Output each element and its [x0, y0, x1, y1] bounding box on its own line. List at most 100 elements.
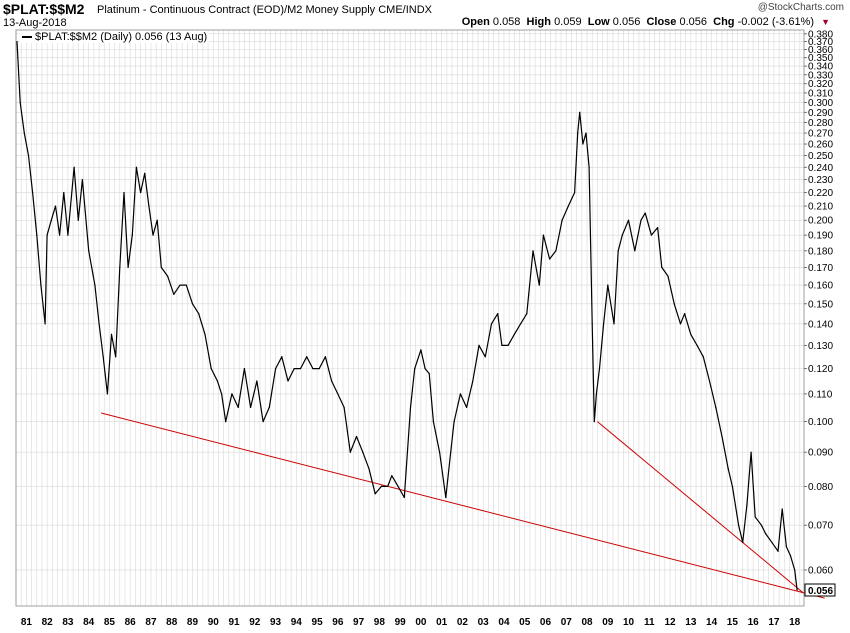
data-point: [102, 356, 104, 358]
chart-legend: $PLAT:$$M2 (Daily) 0.056 (13 Aug): [20, 31, 210, 43]
data-point: [362, 451, 364, 453]
data-point: [59, 234, 61, 236]
x-tick-label: 81: [21, 617, 33, 628]
x-tick-label: 91: [228, 617, 240, 628]
data-point: [198, 313, 200, 315]
brand-watermark: @StockCharts.com: [757, 2, 844, 13]
data-point: [526, 313, 528, 315]
chart-header: $PLAT:$$M2 Platinum - Continuous Contrac…: [0, 0, 850, 30]
data-point: [507, 344, 509, 346]
close-value: 0.056: [679, 16, 707, 28]
data-point: [281, 356, 283, 358]
data-point: [789, 555, 792, 557]
x-tick-label: 83: [62, 617, 74, 628]
data-point: [445, 496, 447, 499]
x-tick-label: 88: [166, 617, 178, 628]
data-point: [501, 344, 503, 346]
data-point: [796, 589, 798, 591]
y-tick-label: 0.290: [808, 108, 833, 119]
x-tick-label: 86: [125, 617, 137, 628]
data-point: [727, 468, 729, 470]
high-value: 0.059: [554, 16, 582, 28]
x-tick-label: 00: [415, 617, 427, 628]
data-point: [598, 368, 601, 370]
data-point: [173, 293, 175, 295]
data-point: [679, 323, 682, 325]
data-point: [449, 458, 451, 460]
x-tick-label: 85: [104, 617, 116, 628]
x-tick-label: 13: [685, 617, 697, 628]
y-tick-label: 0.200: [808, 216, 833, 227]
data-point: [46, 234, 48, 236]
y-tick-label: 0.380: [808, 29, 833, 40]
data-point: [490, 323, 493, 325]
data-point: [513, 333, 515, 336]
y-tick-label: 0.310: [808, 88, 833, 99]
x-tick-label: 99: [395, 617, 407, 628]
x-tick-label: 01: [436, 617, 448, 628]
legend-text: $PLAT:$$M2 (Daily) 0.056 (13 Aug): [35, 31, 208, 43]
y-tick-label: 0.180: [808, 246, 833, 257]
data-point: [561, 219, 563, 221]
x-tick-label: 17: [768, 617, 780, 628]
data-point: [16, 40, 18, 43]
open-label: Open: [461, 16, 490, 28]
data-point: [667, 275, 669, 277]
data-point: [532, 250, 534, 252]
data-point: [397, 485, 399, 488]
x-tick-label: 04: [498, 617, 510, 628]
data-point: [32, 191, 34, 194]
data-point: [409, 406, 412, 409]
plot-frame: [15, 29, 805, 607]
y-tick-label: 0.270: [808, 129, 833, 140]
y-tick-label: 0.260: [808, 140, 833, 151]
data-point: [94, 284, 96, 286]
x-tick-label: 07: [561, 617, 573, 628]
x-tick-label: 93: [270, 617, 282, 628]
data-point: [73, 166, 75, 168]
data-point: [54, 205, 57, 207]
data-point: [355, 435, 358, 438]
data-point: [696, 344, 698, 346]
y-tick-label: 0.150: [808, 299, 833, 310]
data-point: [256, 380, 258, 382]
data-point: [603, 323, 605, 325]
data-point: [67, 234, 69, 236]
data-point: [573, 191, 576, 194]
y-tick-label: 0.080: [808, 482, 833, 493]
x-tick-label: 98: [374, 617, 386, 628]
data-point: [299, 368, 302, 370]
y-tick-label: 0.250: [808, 151, 833, 162]
legend-swatch: [22, 36, 32, 39]
data-point: [380, 485, 383, 488]
data-point: [115, 356, 117, 358]
y-tick-label: 0.110: [808, 389, 833, 400]
data-point: [274, 368, 277, 370]
x-tick-label: 03: [478, 617, 490, 628]
high-label: High: [526, 16, 551, 28]
data-point: [567, 205, 569, 207]
data-point: [19, 101, 21, 104]
data-point: [123, 191, 125, 194]
data-point: [306, 356, 308, 358]
data-point: [771, 541, 773, 543]
x-tick-label: 10: [623, 617, 635, 628]
data-point: [721, 435, 723, 438]
x-tick-label: 05: [519, 617, 531, 628]
data-point: [63, 191, 65, 194]
x-tick-label: 92: [249, 617, 261, 628]
data-point: [577, 132, 579, 134]
chart-date: 13-Aug-2018: [3, 17, 67, 29]
x-tick-label: 16: [748, 617, 760, 628]
data-point: [644, 212, 646, 214]
x-tick-label: 87: [145, 617, 157, 628]
data-point: [432, 420, 434, 423]
data-point: [403, 496, 405, 499]
data-point: [135, 166, 138, 168]
y-tick-label: 0.210: [808, 202, 833, 213]
chg-value: -0.002 (-3.61%): [737, 16, 815, 28]
y-tick-label: 0.170: [808, 263, 833, 274]
data-point: [139, 191, 142, 194]
data-point: [715, 406, 717, 409]
